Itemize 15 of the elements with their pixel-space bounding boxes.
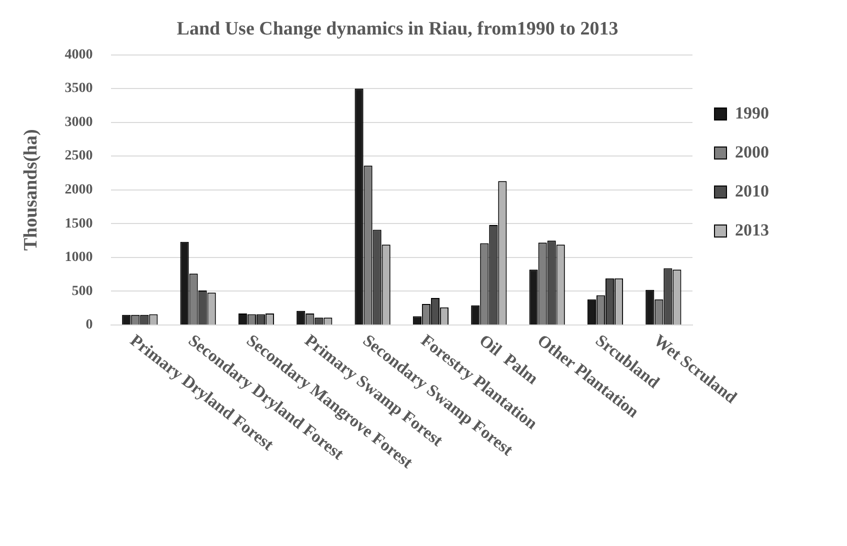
y-tick-label: 3000 xyxy=(64,114,93,130)
legend-label: 2010 xyxy=(735,181,769,200)
y-tick-label: 0 xyxy=(86,318,93,333)
y-tick-label: 1000 xyxy=(64,250,93,266)
chart-title: Land Use Change dynamics in Riau, from1990 to 2013 xyxy=(176,18,618,40)
y-tick-label: 500 xyxy=(72,284,93,299)
legend-label: 2013 xyxy=(735,220,769,240)
y-axis-title: Thousands(ha) xyxy=(20,129,42,251)
y-tick-label: 3500 xyxy=(64,81,93,96)
y-tick-label: 2000 xyxy=(64,182,93,198)
legend-label: 1990 xyxy=(735,103,769,122)
y-tick-label: 1500 xyxy=(64,216,93,232)
y-tick-label: 2500 xyxy=(64,148,93,164)
legend-label: 2000 xyxy=(735,142,769,162)
y-tick-label: 4000 xyxy=(64,47,93,62)
